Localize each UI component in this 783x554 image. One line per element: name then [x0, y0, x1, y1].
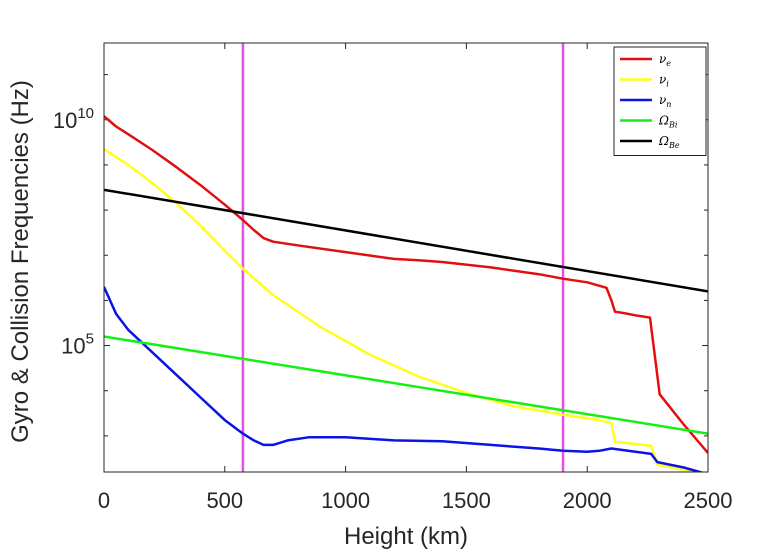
- legend: νe νi νn ΩBi ΩBe: [613, 46, 707, 156]
- series-line: [104, 115, 708, 454]
- vertical-markers: [241, 43, 565, 472]
- y-tick-label: 105: [61, 331, 94, 359]
- x-tick-label: 2000: [563, 488, 612, 513]
- y-tick-label: 1010: [53, 105, 94, 133]
- legend-entry: νi: [659, 73, 669, 89]
- series-line: [104, 148, 699, 472]
- series-line: [104, 335, 708, 435]
- x-tick-label: 0: [98, 488, 110, 513]
- tick-labels: 0 500 1000 1500 2000 2500 105 1010: [53, 105, 733, 513]
- legend-entry: ΩBe: [658, 134, 680, 150]
- legend-entry: νn: [659, 93, 671, 109]
- plot-area: [103, 42, 709, 473]
- legend-entry: νe: [659, 52, 671, 68]
- x-tick-label: 2500: [684, 488, 733, 513]
- x-axis-title: Height (km): [344, 523, 468, 550]
- y-axis-title: Gyro & Collision Frequencies (Hz): [7, 80, 34, 443]
- plot-frame: [103, 42, 709, 473]
- series-line: [104, 188, 708, 293]
- legend-entry: ΩBi: [658, 114, 678, 130]
- x-tick-label: 500: [206, 488, 243, 513]
- x-tick-label: 1500: [442, 488, 491, 513]
- series-line: [104, 286, 705, 472]
- series-lines: [104, 115, 708, 472]
- x-tick-label: 1000: [321, 488, 370, 513]
